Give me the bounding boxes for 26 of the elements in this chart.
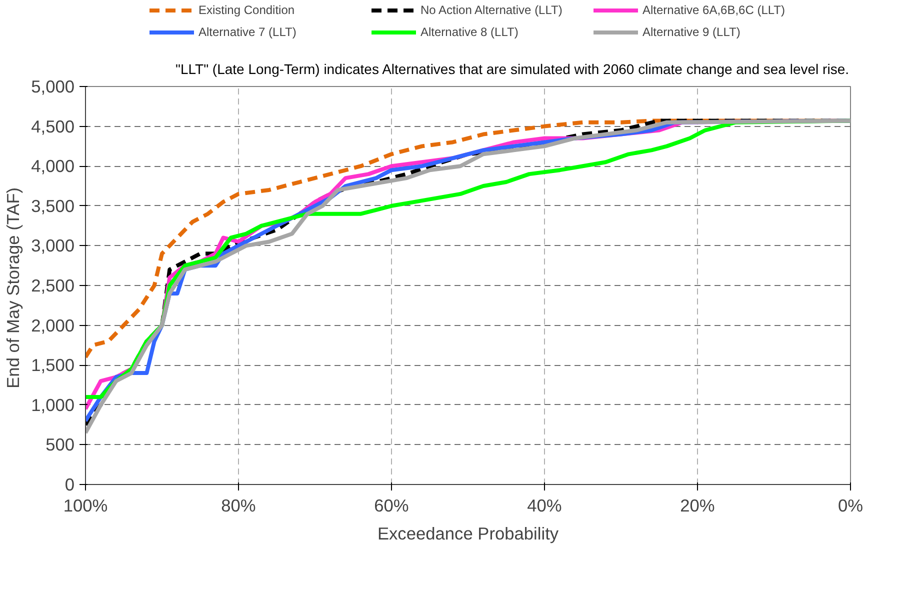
- y-tick-label: 2,500: [31, 276, 75, 296]
- x-tick-label: 100%: [63, 496, 108, 516]
- x-tick-label: 40%: [527, 496, 562, 516]
- x-tick-label: 60%: [374, 496, 409, 516]
- y-tick-label: 4,500: [31, 116, 75, 136]
- y-tick-label: 4,000: [31, 156, 75, 176]
- legend-label: Existing Condition: [198, 3, 296, 17]
- y-tick-label: 1,000: [31, 394, 75, 415]
- x-tick-label: 0%: [838, 496, 864, 516]
- legend-label: Alternative 9 (LLT): [642, 25, 742, 39]
- y-axis-title: End of May Storage (TAF): [3, 187, 24, 388]
- y-tick-label: 3,500: [31, 196, 75, 216]
- y-tick-label: 500: [46, 434, 75, 455]
- legend-label: Alternative 6A,6B,6C (LLT): [642, 3, 786, 17]
- y-tick-label: 5,000: [31, 76, 75, 96]
- legend-label: No Action Alternative (LLT): [420, 3, 564, 17]
- text: "LLT" (Late Long-Term) indicates Alternatives that are simulated with 2060 climate change and sea level rise.: [176, 60, 849, 77]
- y-tick-label: 0: [64, 474, 75, 494]
- x-axis-title: Exceedance Probability: [377, 524, 559, 544]
- legend-label: Alternative 8 (LLT): [420, 25, 520, 39]
- y-tick-label: 1,500: [31, 355, 75, 376]
- y-tick-label: 3,000: [31, 236, 75, 256]
- x-tick-label: 80%: [221, 496, 256, 516]
- x-tick-label: 20%: [680, 496, 715, 516]
- y-tick-label: 2,000: [31, 315, 75, 336]
- legend-label: Alternative 7 (LLT): [198, 25, 298, 39]
